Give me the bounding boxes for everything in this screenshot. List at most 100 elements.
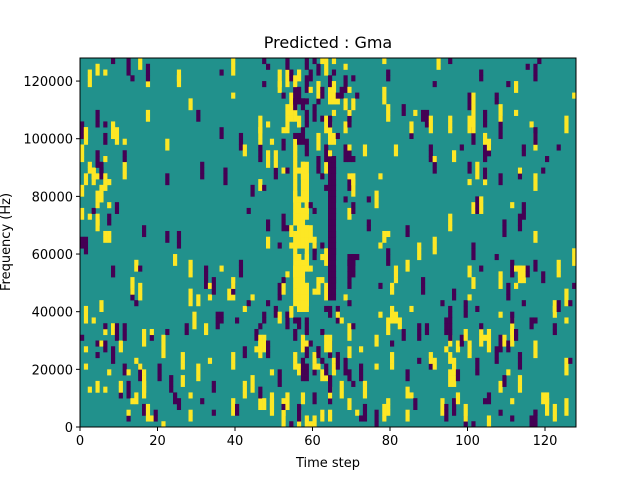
heatmap-cell [293,132,298,140]
heatmap-cell [331,265,337,272]
heatmap-cell [514,282,519,289]
heatmap-cell [328,352,333,359]
heatmap-cell [386,254,391,261]
heatmap-cell [103,179,108,186]
heatmap-cell [266,219,271,226]
heatmap-cell [448,127,453,134]
heatmap-cell [448,317,453,324]
heatmap-cell [568,357,573,364]
heatmap-cell [285,398,290,405]
heatmap-cell [324,69,329,76]
heatmap-cell [455,340,461,347]
heatmap-cell [107,236,112,243]
heatmap-cell [300,219,306,226]
heatmap-cell [331,248,337,255]
heatmap-cell [467,294,472,301]
heatmap-cell [87,213,92,220]
heatmap-cell [328,282,333,289]
heatmap-cell [304,213,309,220]
heatmap-cell [211,277,216,284]
heatmap-cell [343,294,348,301]
heatmap-cell [471,138,476,145]
heatmap-cell [254,328,259,336]
heatmap-cell [258,392,263,399]
heatmap-cell [359,415,364,422]
heatmap-cell [320,115,325,122]
heatmap-cell [122,156,127,163]
heatmap-cell [417,242,422,249]
heatmap-cell [382,58,387,65]
heatmap-cell [424,328,430,336]
heatmap-cell [328,202,333,209]
heatmap-cell [304,109,309,116]
heatmap-cell [281,288,286,295]
heatmap-cell [169,375,174,382]
heatmap-cell [328,265,333,272]
heatmap-cell [297,288,302,295]
x-tick-label: 0 [76,434,84,449]
heatmap-cell [521,207,526,214]
heatmap-cell [320,86,325,93]
heatmap-cell [285,81,290,88]
heatmap-cell [362,150,368,157]
heatmap-cell [273,161,278,168]
heatmap-cell [343,363,348,370]
heatmap-cell [304,115,309,122]
heatmap-cell [331,167,337,174]
heatmap-cell [467,346,472,353]
heatmap-cell [463,403,468,411]
heatmap-cell [293,173,298,180]
heatmap-cell [331,207,337,214]
heatmap-cell [483,138,488,145]
heatmap-cell [459,334,464,341]
heatmap-cell [510,398,515,405]
heatmap-cell [126,369,131,376]
heatmap-cell [173,392,178,399]
heatmap-cell [262,403,267,411]
heatmap-cell [452,375,457,382]
heatmap-cell [91,167,96,174]
heatmap-cell [204,271,209,278]
heatmap-cell [351,207,356,214]
heatmap-cell [339,86,344,93]
heatmap-cell [231,288,236,295]
heatmap-cell [204,323,209,330]
heatmap-cell [324,156,329,163]
heatmap-cell [188,288,193,295]
heatmap-cell [83,346,89,353]
heatmap-cell [343,196,348,203]
heatmap-cell [428,352,433,359]
heatmap-cell [552,323,557,330]
heatmap-cell [308,236,313,243]
heatmap-cell [312,109,317,116]
heatmap-cell [235,409,240,416]
heatmap-cell [324,254,329,261]
heatmap-cell [281,398,286,405]
heatmap-cell [331,69,337,76]
heatmap-cell [312,363,317,370]
heatmap-cell [242,386,247,393]
heatmap-cell [521,144,526,151]
heatmap-cell [176,242,182,249]
heatmap-cell [91,179,96,186]
heatmap-cell [362,415,368,422]
heatmap-cell [277,75,282,82]
heatmap-cell [126,392,131,399]
heatmap-cell [153,409,158,416]
heatmap-cell [169,386,174,393]
heatmap-cell [304,202,309,209]
heatmap-cell [355,254,360,261]
heatmap-cell [293,242,298,249]
heatmap-cell [455,369,461,376]
heatmap-cell [331,363,337,370]
heatmap-cell [293,277,298,284]
heatmap-cell [80,156,85,163]
heatmap-cell [300,132,306,140]
heatmap-cell [266,63,271,70]
heatmap-cell [393,311,399,318]
heatmap-cell [300,282,306,289]
heatmap-cell [444,403,449,411]
heatmap-cell [498,386,503,393]
heatmap-cell [304,259,309,266]
heatmap-cell [475,369,480,376]
